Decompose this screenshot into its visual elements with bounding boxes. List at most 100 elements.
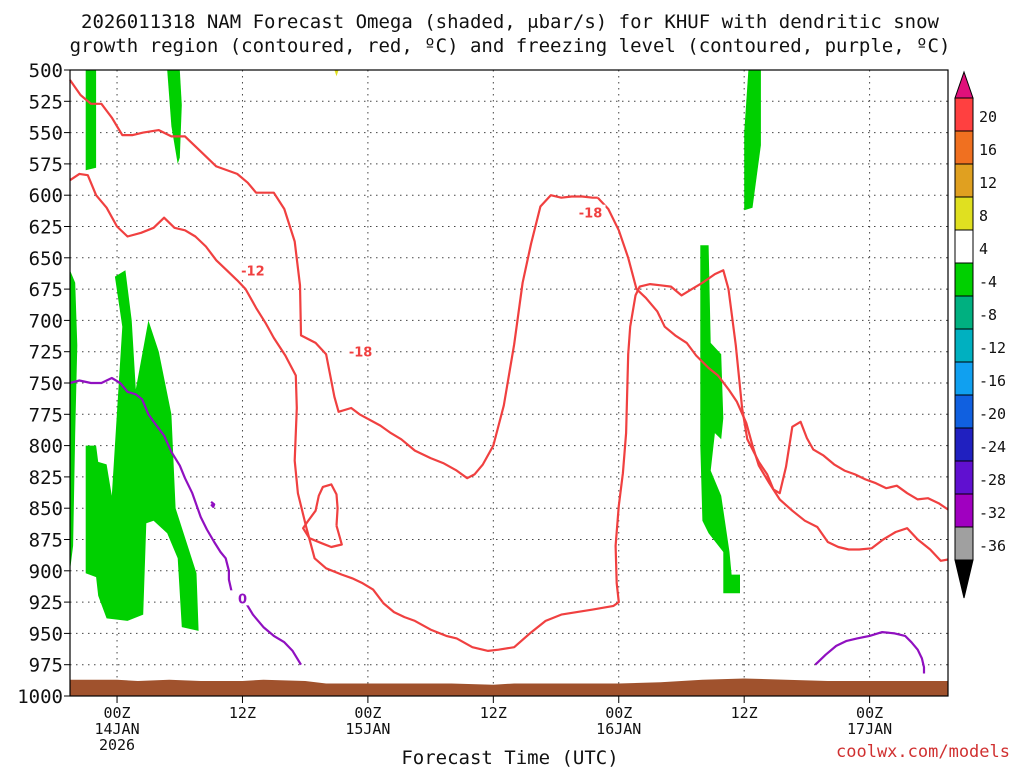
colorbar-bottom-arrow — [954, 559, 974, 599]
colorbar-segment — [954, 394, 974, 429]
omega-area-1 — [85, 70, 97, 171]
dgz-contour-upper — [69, 79, 598, 480]
colorbar-label: -24 — [979, 438, 1006, 456]
colorbar-segment — [954, 361, 974, 396]
colorbar-label: 12 — [979, 174, 997, 192]
y-tick-label: 900 — [29, 561, 63, 583]
x-tick-label: 16JAN — [596, 720, 641, 738]
x-tick-label: 00Z — [605, 704, 632, 722]
contour-label-bg — [575, 204, 606, 220]
colorbar-label: -16 — [979, 372, 1006, 390]
y-tick-label: 550 — [29, 123, 63, 145]
chart-title: 2026011318 NAM Forecast Omega (shaded, μ… — [70, 11, 951, 57]
dgz-contour-loop — [302, 483, 343, 549]
x-tick-label: 14JAN — [94, 720, 139, 738]
y-tick-label: 650 — [29, 248, 63, 270]
y-axis: 500 525 550 575 600 625 650 675 700 725 750 775 800 8… — [17, 60, 70, 708]
omega-area-4 — [85, 270, 199, 631]
y-tick-label: 675 — [29, 279, 63, 301]
colorbar-segment — [954, 229, 974, 264]
colorbar-label: -28 — [979, 471, 1006, 489]
x-tick-label: 00Z — [856, 704, 883, 722]
x-tick-label: 17JAN — [847, 720, 892, 738]
omega-area-7 — [334, 70, 339, 77]
credit-text: coolwx.com/models — [836, 742, 1010, 762]
colorbar-segment — [954, 163, 974, 198]
freezing-level-left — [69, 376, 302, 666]
colorbar-label: -4 — [979, 273, 997, 291]
y-tick-label: 800 — [29, 436, 63, 458]
y-tick-label: 775 — [29, 404, 63, 426]
x-tick-label: 00Z — [354, 704, 381, 722]
colorbar-label: -36 — [979, 537, 1006, 555]
y-tick-label: 725 — [29, 342, 63, 364]
contour-label-bg — [345, 343, 376, 359]
x-tick-label: 12Z — [229, 704, 256, 722]
omega-area-5 — [700, 245, 740, 594]
colorbar-label: -32 — [979, 504, 1006, 522]
dgz-contours-layer — [69, 79, 949, 653]
colorbar-segment — [954, 427, 974, 462]
omega-area-2 — [167, 70, 182, 164]
x-tick-label: 12Z — [480, 704, 507, 722]
chart-title-line-1: 2026011318 NAM Forecast Omega (shaded, μ… — [81, 11, 939, 33]
colorbar-label: -8 — [979, 306, 997, 324]
freezing-level-right — [814, 630, 926, 674]
colorbar-label: 20 — [979, 108, 997, 126]
colorbar-label: -20 — [979, 405, 1006, 423]
chart-title-line-2: growth region (contoured, red, ºC) and f… — [70, 35, 951, 57]
colorbar-segment — [954, 328, 974, 363]
omega-area-6 — [744, 70, 761, 211]
colorbar-top-arrow — [954, 70, 974, 99]
y-tick-label: 625 — [29, 217, 63, 239]
y-tick-label: 600 — [29, 185, 63, 207]
y-tick-label: 825 — [29, 467, 63, 489]
colorbar-label: -12 — [979, 339, 1006, 357]
y-tick-label: 575 — [29, 154, 63, 176]
x-tick-label: 12Z — [731, 704, 758, 722]
omega-shading-layer — [70, 70, 761, 631]
contour-labels-layer: -12 -18 -18 0 — [227, 204, 606, 607]
dgz-contour-lower — [596, 196, 949, 562]
x-tick-label: 2026 — [99, 736, 135, 754]
x-tick-label: 00Z — [103, 704, 130, 722]
y-tick-label: 975 — [29, 655, 63, 677]
y-tick-label: 875 — [29, 530, 63, 552]
dgz-contour-middle — [69, 172, 949, 653]
y-tick-label: 1000 — [17, 686, 63, 708]
x-tick-label: 15JAN — [345, 720, 390, 738]
x-axis-label: Forecast Time (UTC) — [401, 747, 618, 768]
y-tick-label: 525 — [29, 91, 63, 113]
colorbar-segment — [954, 493, 974, 528]
contour-label: -18 — [579, 207, 603, 222]
colorbar-segment — [954, 97, 974, 132]
terrain-fill — [70, 678, 948, 696]
y-tick-label: 925 — [29, 592, 63, 614]
colorbar-label: 16 — [979, 141, 997, 159]
colorbar-segment — [954, 196, 974, 231]
terrain-layer — [70, 678, 948, 696]
omega-area-3 — [70, 270, 78, 571]
colorbar: 20 16 12 8 4 -4 -8 -12 -16 -20 -24 -28 -32 -36 — [954, 70, 1006, 599]
contour-label-bg — [227, 590, 258, 606]
colorbar-label: 4 — [979, 240, 988, 258]
freezing-level-layer — [69, 376, 926, 674]
colorbar-segment — [954, 295, 974, 330]
colorbar-segment — [954, 526, 974, 561]
y-tick-label: 850 — [29, 498, 63, 520]
y-tick-label: 500 — [29, 60, 63, 82]
plot-grid — [70, 70, 948, 696]
contour-label-bg — [237, 262, 268, 278]
freezing-level-dot — [210, 501, 216, 508]
colorbar-segment — [954, 262, 974, 297]
y-tick-label: 700 — [29, 310, 63, 332]
contour-label: 0 — [238, 592, 247, 607]
y-tick-label: 950 — [29, 623, 63, 645]
contour-label: -18 — [349, 346, 373, 361]
colorbar-segment — [954, 460, 974, 495]
contour-label: -12 — [241, 264, 265, 279]
y-tick-label: 750 — [29, 373, 63, 395]
colorbar-segment — [954, 130, 974, 165]
